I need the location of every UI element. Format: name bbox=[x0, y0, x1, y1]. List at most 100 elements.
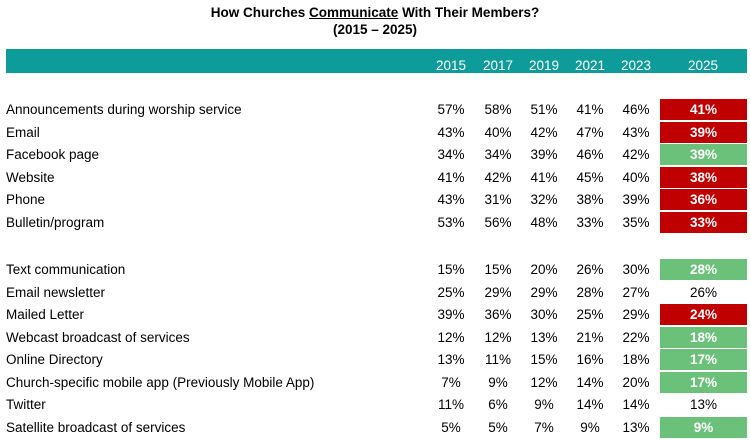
header-band bbox=[6, 49, 747, 73]
value-cell-2021: 45% bbox=[576, 169, 604, 185]
value-cell-2017: 34% bbox=[484, 147, 512, 162]
value-cell-2019: 42% bbox=[530, 124, 558, 140]
value-cell-2019: 39% bbox=[530, 147, 558, 162]
value-cell-2021: 46% bbox=[576, 147, 604, 162]
row-label: Email newsletter bbox=[6, 284, 106, 300]
value-cell-2021: 38% bbox=[576, 192, 604, 207]
column-header-2017: 2017 bbox=[482, 58, 514, 73]
value-cell-2017: 11% bbox=[484, 352, 512, 367]
row-label: Email bbox=[6, 124, 40, 140]
decrease-highlight bbox=[660, 304, 747, 325]
value-cell-2021: 14% bbox=[576, 374, 604, 390]
column-header-2015: 2015 bbox=[435, 58, 467, 73]
column-header-2019: 2019 bbox=[528, 58, 560, 73]
value-cell-2015: 7% bbox=[441, 374, 461, 390]
value-cell-2025: 41% bbox=[689, 102, 718, 117]
value-cell-2015: 43% bbox=[437, 192, 465, 207]
value-cell-2019: 29% bbox=[530, 284, 558, 300]
value-cell-2017: 31% bbox=[484, 192, 512, 207]
value-cell-2015: 5% bbox=[441, 419, 461, 435]
row-label: Webcast broadcast of services bbox=[6, 329, 190, 345]
value-cell-2017: 36% bbox=[484, 307, 512, 322]
decrease-highlight bbox=[660, 121, 747, 143]
value-cell-2017: 29% bbox=[484, 284, 512, 300]
value-cell-2023: 39% bbox=[622, 192, 650, 207]
row-label: Website bbox=[6, 169, 55, 185]
value-cell-2021: 28% bbox=[576, 284, 604, 300]
value-cell-2019: 51% bbox=[530, 102, 558, 117]
value-cell-2021: 47% bbox=[576, 124, 604, 140]
value-cell-2019: 32% bbox=[530, 192, 558, 207]
value-cell-2017: 6% bbox=[488, 397, 508, 412]
value-cell-2017: 12% bbox=[484, 329, 512, 345]
value-cell-2015: 57% bbox=[437, 102, 465, 117]
value-cell-2023: 42% bbox=[622, 147, 650, 162]
value-cell-2015: 34% bbox=[437, 147, 465, 162]
value-cell-2019: 20% bbox=[530, 262, 558, 277]
value-cell-2015: 13% bbox=[437, 352, 465, 367]
title-emphasis: Communicate bbox=[309, 5, 399, 20]
value-cell-2017: 9% bbox=[488, 374, 508, 390]
value-cell-2021: 21% bbox=[576, 329, 604, 345]
value-cell-2019: 41% bbox=[530, 169, 558, 185]
decrease-highlight bbox=[660, 211, 747, 233]
value-cell-2015: 53% bbox=[437, 214, 465, 230]
value-cell-2019: 15% bbox=[530, 352, 558, 367]
value-cell-2025: 24% bbox=[689, 307, 718, 322]
value-cell-2017: 56% bbox=[484, 214, 512, 230]
value-cell-2025: 13% bbox=[689, 397, 718, 412]
value-cell-2023: 43% bbox=[622, 124, 650, 140]
chart-title: How Churches Communicate With Their Memb… bbox=[210, 5, 540, 20]
column-header-2023: 2023 bbox=[620, 58, 652, 73]
value-cell-2017: 15% bbox=[484, 262, 512, 277]
row-label: Twitter bbox=[6, 397, 46, 412]
value-cell-2023: 27% bbox=[622, 284, 650, 300]
value-cell-2021: 25% bbox=[576, 307, 604, 322]
value-cell-2021: 33% bbox=[576, 214, 604, 230]
row-label: Mailed Letter bbox=[6, 307, 85, 322]
row-label: Facebook page bbox=[6, 147, 100, 162]
value-cell-2021: 16% bbox=[576, 352, 604, 367]
value-cell-2025: 26% bbox=[689, 284, 718, 300]
value-cell-2019: 48% bbox=[530, 214, 558, 230]
increase-highlight bbox=[660, 259, 747, 280]
row-label: Text communication bbox=[6, 262, 126, 277]
value-cell-2021: 9% bbox=[580, 419, 600, 435]
decrease-highlight bbox=[660, 189, 747, 210]
value-cell-2021: 26% bbox=[576, 262, 604, 277]
value-cell-2025: 39% bbox=[689, 147, 718, 162]
row-label: Church-specific mobile app (Previously M… bbox=[6, 374, 315, 390]
value-cell-2025: 18% bbox=[689, 329, 718, 345]
value-cell-2023: 30% bbox=[622, 262, 650, 277]
increase-highlight bbox=[660, 416, 747, 438]
value-cell-2023: 14% bbox=[622, 397, 650, 412]
value-cell-2015: 15% bbox=[437, 262, 465, 277]
value-cell-2017: 40% bbox=[484, 124, 512, 140]
value-cell-2025: 9% bbox=[693, 419, 714, 435]
value-cell-2017: 58% bbox=[484, 102, 512, 117]
value-cell-2021: 14% bbox=[576, 397, 604, 412]
value-cell-2025: 17% bbox=[689, 352, 718, 367]
value-cell-2023: 20% bbox=[622, 374, 650, 390]
column-header-2021: 2021 bbox=[574, 58, 606, 73]
increase-highlight bbox=[660, 144, 747, 165]
value-cell-2025: 17% bbox=[689, 374, 718, 390]
value-cell-2023: 46% bbox=[622, 102, 650, 117]
row-label: Online Directory bbox=[6, 352, 103, 367]
chart-subtitle: (2015 – 2025) bbox=[332, 22, 418, 37]
increase-highlight bbox=[660, 349, 747, 370]
row-label: Announcements during worship service bbox=[6, 102, 242, 117]
value-cell-2023: 13% bbox=[622, 419, 650, 435]
value-cell-2023: 35% bbox=[622, 214, 650, 230]
value-cell-2023: 40% bbox=[622, 169, 650, 185]
value-cell-2023: 22% bbox=[622, 329, 650, 345]
value-cell-2025: 36% bbox=[689, 192, 718, 207]
increase-highlight bbox=[660, 326, 747, 348]
row-label: Bulletin/program bbox=[6, 214, 105, 230]
increase-highlight bbox=[660, 371, 747, 393]
value-cell-2019: 9% bbox=[534, 397, 554, 412]
decrease-highlight bbox=[660, 99, 747, 120]
value-cell-2023: 18% bbox=[622, 352, 650, 367]
value-cell-2015: 41% bbox=[437, 169, 465, 185]
value-cell-2025: 39% bbox=[689, 124, 718, 140]
